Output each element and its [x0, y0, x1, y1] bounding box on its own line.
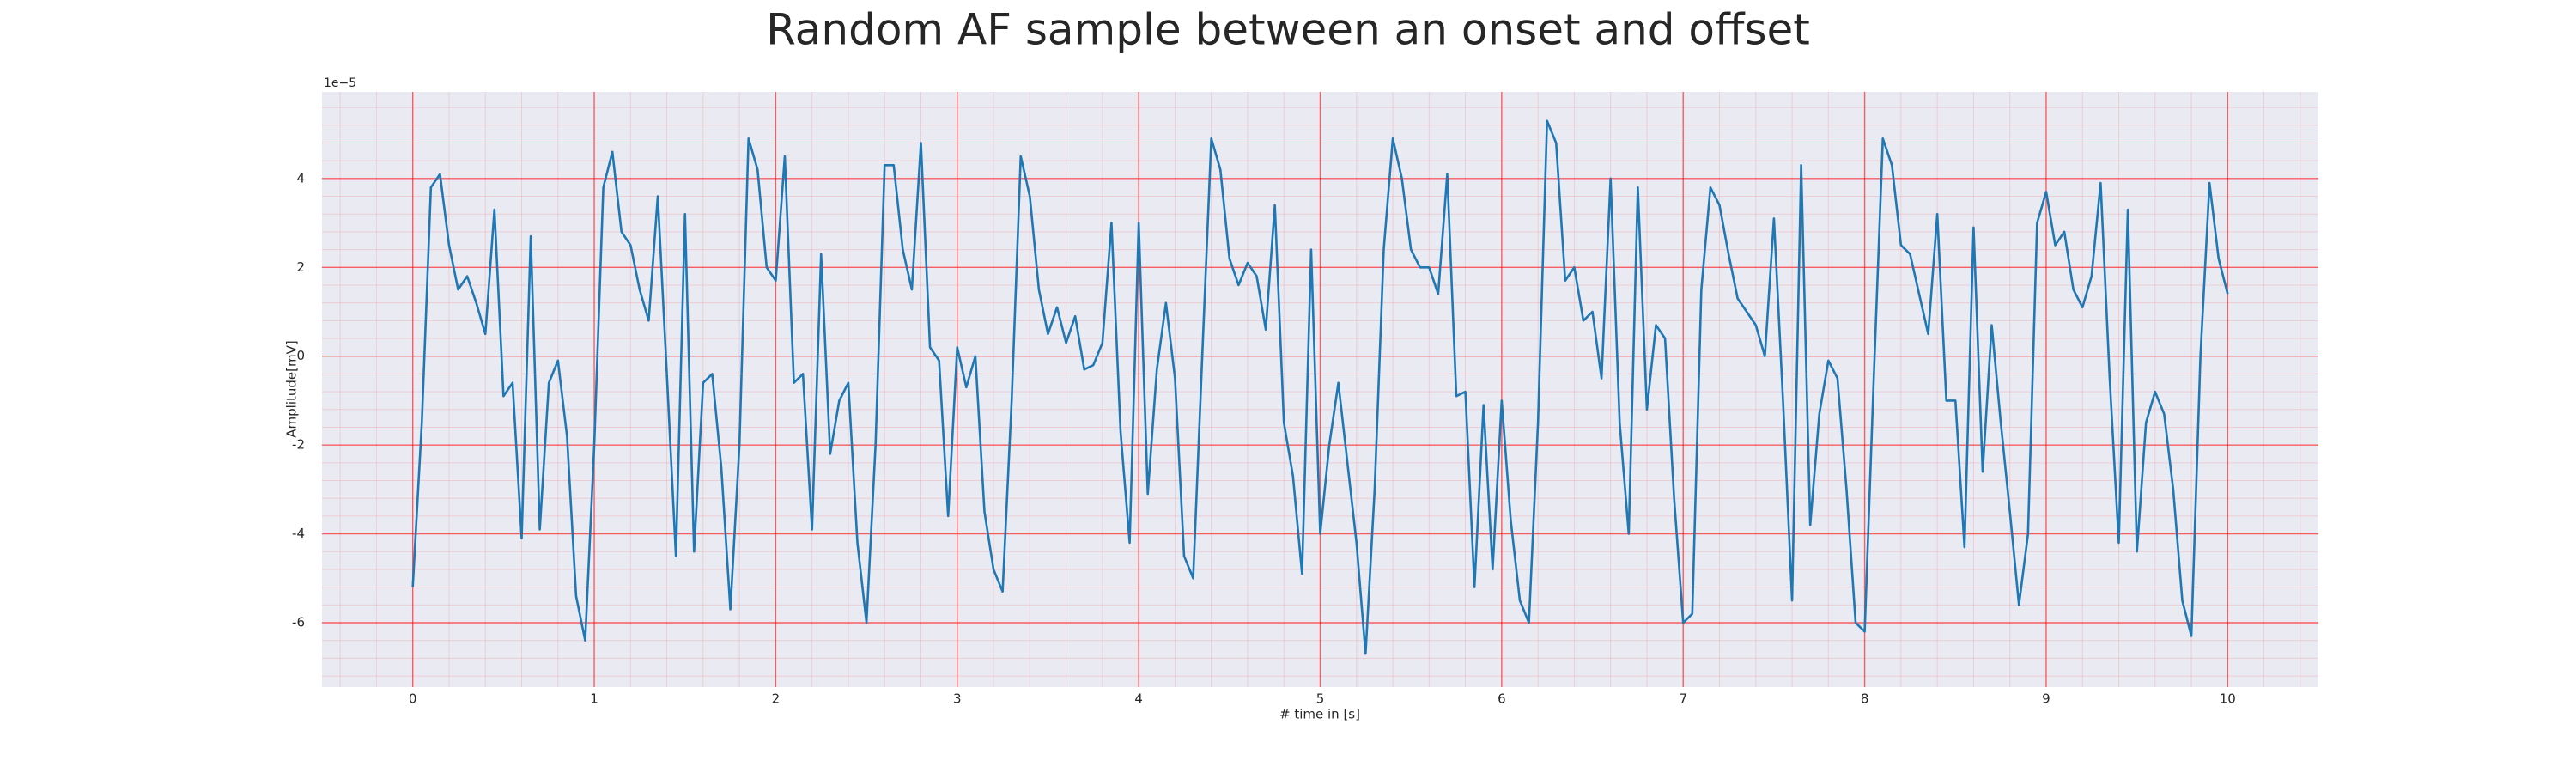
x-tick-label: 6 [1498, 691, 1506, 707]
y-tick-label: -6 [292, 615, 305, 630]
x-tick-label: 10 [2220, 691, 2236, 707]
x-tick-label: 7 [1679, 691, 1687, 707]
y-tick-label: -4 [292, 526, 305, 541]
x-tick-label: 9 [2042, 691, 2050, 707]
x-tick-label: 4 [1134, 691, 1143, 707]
x-tick-label: 8 [1861, 691, 1869, 707]
x-tick-label: 0 [409, 691, 417, 707]
y-axis-label: Amplitude[mV] [284, 340, 300, 437]
y-offset-label: 1e−5 [324, 76, 356, 90]
marks [411, 119, 2229, 655]
y-tick-label: -2 [292, 437, 305, 453]
x-tick-label: 1 [590, 691, 598, 707]
x-tick-label: 2 [772, 691, 781, 707]
signal-line [411, 119, 2229, 655]
grid [322, 92, 2318, 687]
y-tick-label: 0 [296, 348, 305, 363]
x-tick-label: 3 [953, 691, 962, 707]
y-tick-label: 2 [296, 259, 305, 275]
x-axis-label: # time in [s] [1279, 707, 1360, 722]
y-tick-label: 4 [296, 170, 305, 186]
x-tick-label: 5 [1316, 691, 1325, 707]
labels: 0 1 2 3 4 5 6 7 8 9 10 -6 -4 -2 0 2 4 [292, 170, 2236, 706]
chart-title: Random AF sample between an onset and of… [766, 5, 1810, 55]
